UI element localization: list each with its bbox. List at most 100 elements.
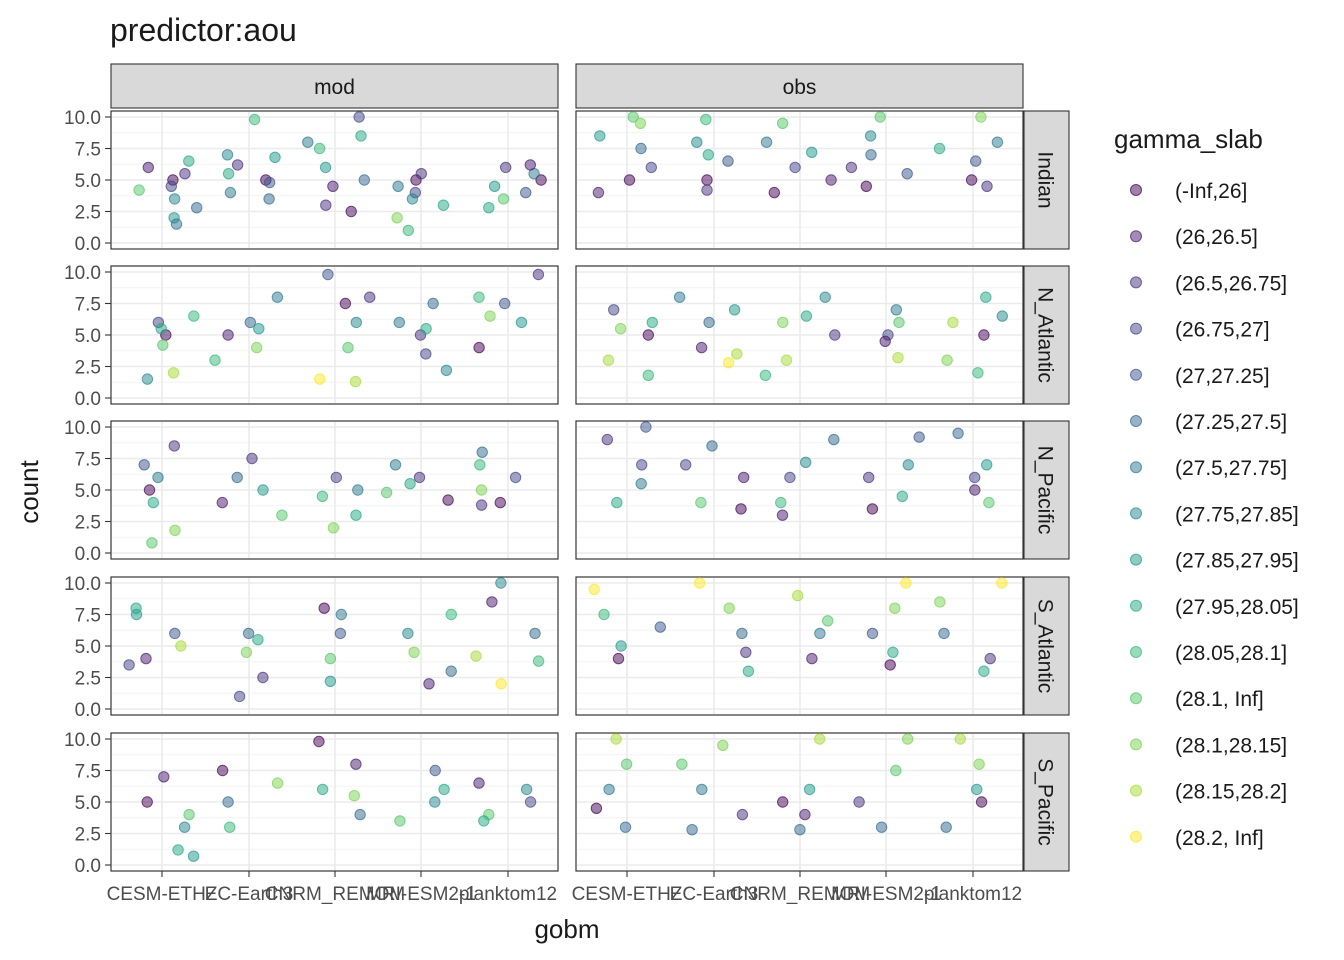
legend-swatch — [1130, 646, 1142, 658]
data-point — [157, 339, 169, 351]
data-point — [133, 184, 145, 196]
y-tick-label: 2.5 — [75, 825, 101, 846]
row-strip-n_pacific — [1023, 420, 1070, 560]
data-point — [806, 146, 818, 159]
legend-item: (26,26.5] — [1130, 226, 1258, 249]
data-point — [391, 212, 403, 224]
row-strip-indian — [1023, 110, 1070, 250]
data-point — [776, 509, 789, 521]
data-point — [520, 783, 533, 796]
data-point — [975, 111, 987, 123]
data-point — [892, 352, 904, 364]
data-point — [954, 733, 966, 745]
legend-swatch — [1130, 692, 1142, 705]
data-point — [701, 184, 713, 196]
data-point — [263, 193, 275, 205]
data-point — [324, 652, 337, 665]
x-tick-label: EC-Earth3 — [670, 884, 759, 905]
data-point — [800, 310, 813, 322]
data-point — [240, 646, 253, 658]
row-strip-label: N_Atlantic — [1034, 287, 1057, 383]
data-point — [271, 777, 284, 789]
data-point — [866, 627, 879, 640]
data-point — [187, 850, 200, 862]
row-strip-label: Indian — [1034, 151, 1057, 208]
data-point — [484, 310, 496, 322]
data-point — [248, 113, 261, 126]
data-point — [244, 316, 257, 329]
panel-mod-n_atlantic: 0.0 2.5 5.0 7.5 10.0 — [64, 263, 559, 410]
data-point — [673, 291, 686, 303]
data-point — [474, 459, 486, 471]
data-point — [640, 421, 652, 433]
data-point — [475, 484, 488, 496]
data-point — [822, 615, 834, 627]
data-point — [216, 496, 229, 509]
x-tick-label: planktom12 — [459, 884, 557, 905]
data-point — [691, 136, 703, 148]
y-tick-label: 7.5 — [75, 762, 101, 783]
data-point — [901, 168, 913, 180]
data-point — [588, 583, 600, 595]
data-point — [350, 758, 362, 770]
data-point — [760, 136, 773, 148]
panel-mod-s_pacific: 0.0 2.5 5.0 7.5 10.0 CESM-ETHZEC-Earth3CNRM_R… — [64, 730, 559, 905]
column-strip-mod — [110, 63, 559, 109]
data-point — [627, 111, 639, 123]
legend-label: (-Inf,26] — [1175, 180, 1247, 203]
y-tick-label: 10.0 — [64, 574, 101, 595]
data-point — [231, 471, 243, 484]
data-point — [608, 304, 620, 316]
data-point — [355, 130, 367, 142]
data-point — [437, 199, 450, 211]
legend-label: (27.25,27.5] — [1175, 411, 1287, 434]
data-point — [646, 316, 658, 329]
data-point — [406, 193, 419, 205]
legend-item: (28.05,28.1] — [1130, 642, 1287, 665]
panel-border — [575, 420, 1024, 560]
data-point — [874, 111, 886, 123]
y-tick-label: 7.5 — [75, 295, 101, 316]
data-point — [825, 174, 837, 186]
data-point — [402, 627, 414, 640]
data-point — [614, 323, 627, 335]
data-point — [598, 608, 610, 621]
data-point — [933, 142, 946, 155]
data-point — [819, 291, 831, 303]
data-point — [179, 168, 191, 180]
data-point — [209, 354, 221, 366]
data-point — [532, 268, 545, 281]
data-point — [789, 161, 801, 174]
data-point — [879, 335, 891, 347]
y-tick-label: 10.0 — [64, 418, 101, 439]
data-point — [183, 155, 195, 167]
legend-swatch — [1130, 322, 1142, 335]
legend-label: (27.95,28.05] — [1175, 596, 1299, 619]
data-point — [890, 764, 902, 777]
data-point — [636, 459, 648, 471]
data-point — [429, 764, 441, 777]
legend-label: (27.75,27.85] — [1175, 503, 1299, 526]
data-point — [731, 348, 743, 360]
data-point — [158, 771, 170, 783]
data-point — [695, 341, 708, 354]
data-point — [394, 815, 406, 827]
panel-obs-s_pacific: CESM-ETHZEC-Earth3CNRM_REMOMMRI-ESM2-1pl… — [572, 732, 1024, 905]
legend-item: (-Inf,26] — [1130, 180, 1247, 203]
data-point — [680, 459, 692, 471]
data-point — [169, 627, 181, 640]
data-point — [269, 151, 281, 164]
data-point — [742, 665, 755, 677]
data-point — [271, 291, 284, 303]
data-point — [602, 354, 615, 366]
data-point — [768, 186, 780, 199]
data-point — [488, 180, 501, 193]
data-point — [224, 821, 236, 833]
column-strip-label: mod — [314, 76, 355, 99]
x-tick-label: MRI-ESM2-1 — [831, 884, 941, 905]
data-point — [354, 808, 366, 821]
data-point — [165, 180, 178, 193]
x-tick-label: CESM-ETHZ — [572, 884, 683, 905]
data-point — [345, 205, 357, 218]
data-point — [509, 471, 522, 484]
